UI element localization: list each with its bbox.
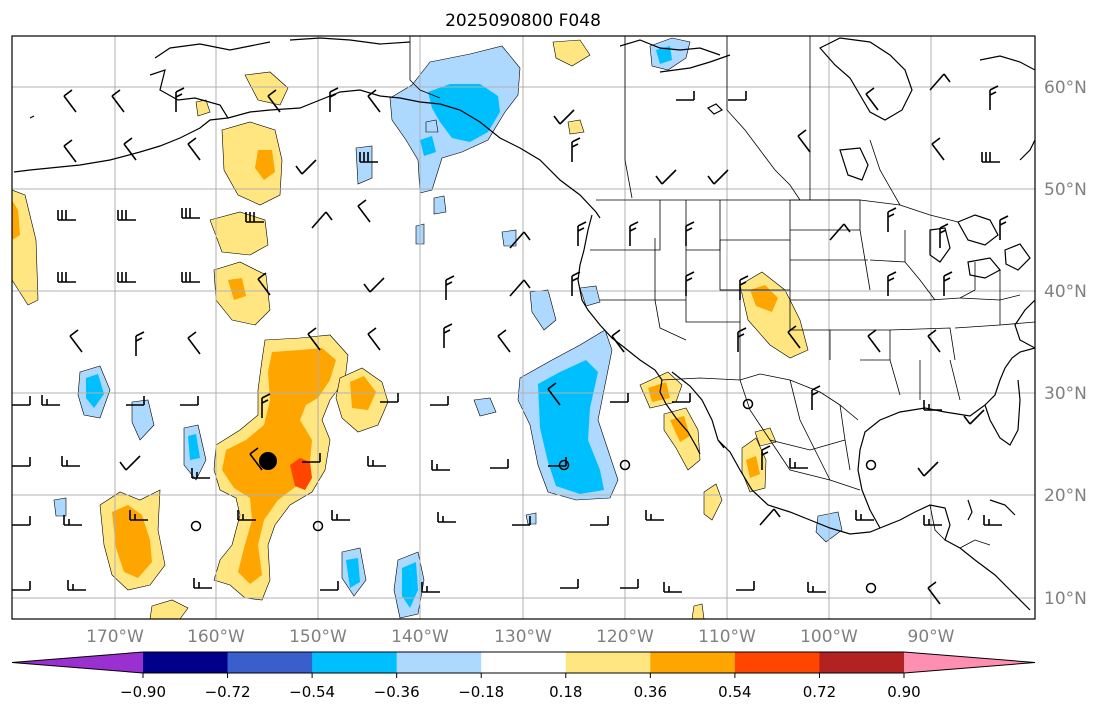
positive-anomaly-region bbox=[149, 599, 189, 619]
longitude-labels: 170°W 160°W 150°W 140°W 130°W 120°W 110°… bbox=[86, 627, 955, 647]
location-marker bbox=[259, 452, 277, 470]
political-borders bbox=[409, 36, 1035, 549]
positive-anomaly-region bbox=[552, 39, 591, 67]
latitude-labels: 60°N 50°N 40°N 30°N 20°N 10°N bbox=[1044, 78, 1087, 609]
negative-anomaly-core bbox=[188, 434, 200, 460]
positive-anomaly-core bbox=[670, 416, 690, 442]
longitude-label: 120°W bbox=[596, 627, 654, 647]
latitude-label: 10°N bbox=[1044, 589, 1087, 609]
colorbar-tick-label: −0.72 bbox=[205, 683, 251, 701]
colorbar-tick-label: 0.54 bbox=[718, 683, 751, 701]
longitude-label: 150°W bbox=[289, 627, 347, 647]
positive-anomaly-region bbox=[691, 603, 705, 619]
positive-anomaly-core bbox=[746, 456, 760, 478]
latitude-label: 60°N bbox=[1044, 78, 1087, 98]
negative-anomaly-core bbox=[86, 374, 104, 408]
negative-anomaly-region bbox=[501, 229, 517, 247]
colorbar-tick-label: −0.90 bbox=[120, 683, 166, 701]
colorbar-tick-label: 0.72 bbox=[803, 683, 836, 701]
colorbar-tick-label: −0.18 bbox=[458, 683, 504, 701]
colorbar-segment bbox=[565, 652, 651, 673]
map-frame bbox=[11, 35, 1036, 620]
calm-wind-markers bbox=[190, 398, 877, 594]
latitude-label: 50°N bbox=[1044, 180, 1087, 200]
graticule bbox=[12, 36, 1035, 619]
positive-anomaly-core bbox=[222, 348, 336, 584]
colorbar-segment bbox=[143, 652, 229, 673]
colorbar-tick-label: 0.36 bbox=[634, 683, 667, 701]
positive-anomaly-core bbox=[12, 200, 20, 240]
negative-anomaly-region bbox=[53, 497, 67, 517]
positive-anomaly-region bbox=[244, 71, 289, 106]
contour-fills bbox=[12, 37, 843, 619]
negative-anomaly-region bbox=[433, 195, 447, 215]
positive-anomaly-core bbox=[750, 285, 778, 312]
latitude-label: 20°N bbox=[1044, 486, 1087, 506]
negative-anomaly-core bbox=[656, 46, 672, 64]
longitude-label: 170°W bbox=[86, 627, 144, 647]
negative-anomaly-core bbox=[346, 558, 360, 588]
positive-anomaly-region bbox=[703, 483, 723, 521]
positive-anomaly-max bbox=[290, 458, 312, 490]
longitude-label: 90°W bbox=[908, 627, 955, 647]
colorbar-tick-label: −0.36 bbox=[374, 683, 420, 701]
map-title: 2025090800 F048 bbox=[445, 11, 601, 31]
negative-anomaly-core bbox=[420, 136, 436, 156]
colorbar-segment bbox=[734, 652, 820, 673]
longitude-label: 140°W bbox=[391, 627, 449, 647]
negative-anomaly-region bbox=[525, 512, 537, 525]
colorbar-segment bbox=[312, 652, 398, 673]
colorbar-tick-label: −0.54 bbox=[289, 683, 335, 701]
longitude-label: 160°W bbox=[187, 627, 245, 647]
colorbar-tick-label: 0.18 bbox=[549, 683, 582, 701]
negative-anomaly-region bbox=[425, 119, 439, 133]
colorbar-segment bbox=[650, 652, 736, 673]
colorbar-segment bbox=[481, 652, 567, 673]
colorbar-segment bbox=[396, 652, 482, 673]
positive-anomaly-core bbox=[648, 382, 670, 402]
longitude-label: 130°W bbox=[494, 627, 552, 647]
colorbar-segment bbox=[819, 652, 905, 673]
colorbar: −0.90 −0.72 −0.54 −0.36 −0.18 0.18 0.36 0.54 0.7… bbox=[11, 651, 1036, 701]
colorbar-segment bbox=[227, 652, 313, 673]
negative-anomaly-region bbox=[473, 397, 497, 417]
latitude-label: 30°N bbox=[1044, 384, 1087, 404]
positive-anomaly-core bbox=[112, 505, 152, 578]
positive-anomaly-core bbox=[255, 150, 275, 180]
positive-anomaly-region bbox=[567, 119, 585, 135]
negative-anomaly-region bbox=[355, 145, 373, 185]
positive-anomaly-region bbox=[221, 121, 283, 206]
longitude-label: 110°W bbox=[698, 627, 756, 647]
positive-anomaly-core bbox=[228, 278, 246, 300]
colorbar-extend-max bbox=[904, 652, 1035, 673]
map-area bbox=[12, 36, 1035, 619]
negative-anomaly-region bbox=[131, 399, 155, 441]
coastlines bbox=[13, 37, 1035, 611]
latitude-label: 40°N bbox=[1044, 282, 1087, 302]
colorbar-extend-min bbox=[12, 652, 143, 673]
negative-anomaly-core bbox=[402, 562, 418, 608]
longitude-label: 100°W bbox=[800, 627, 858, 647]
colorbar-tick-label: 0.90 bbox=[887, 683, 920, 701]
negative-anomaly-region bbox=[529, 289, 557, 331]
